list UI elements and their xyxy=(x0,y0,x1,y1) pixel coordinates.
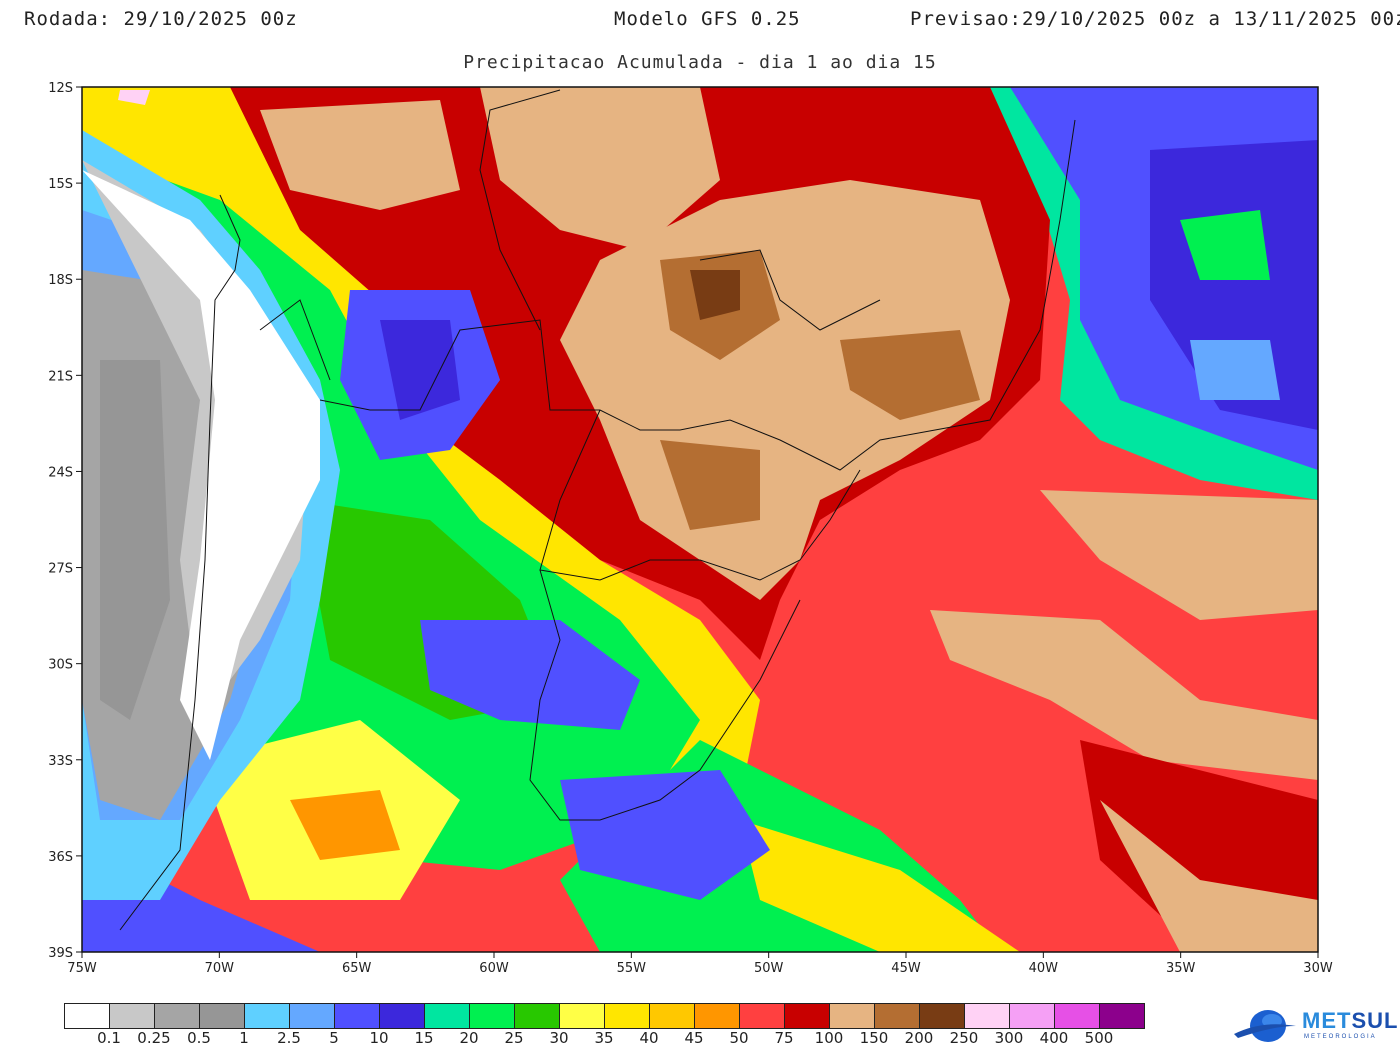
legend-swatch xyxy=(1010,1004,1055,1028)
lon-label: 35W xyxy=(1166,961,1196,976)
legend-label: 40 xyxy=(639,1029,659,1047)
model-name: Modelo GFS 0.25 xyxy=(614,8,801,30)
latitude-axis: 12S 15S 18S 21S 24S 27S 30S 33S 36S 39S xyxy=(48,81,82,961)
lat-label: 24S xyxy=(48,465,73,480)
lon-label: 55W xyxy=(617,961,647,976)
lon-label: 60W xyxy=(479,961,509,976)
legend-swatch xyxy=(335,1004,380,1028)
run-info: Rodada: 29/10/2025 00z xyxy=(24,8,298,30)
lat-label: 30S xyxy=(48,658,73,673)
longitude-axis: 75W 70W 65W 60W 55W 50W 45W 40W 35W 30W xyxy=(67,952,1333,976)
logo-tagline: METEOROLOGIA xyxy=(1304,1034,1377,1040)
legend-swatch xyxy=(155,1004,200,1028)
legend-label: 30 xyxy=(549,1029,569,1047)
color-scale-legend xyxy=(64,1003,1145,1029)
legend-swatch xyxy=(110,1004,155,1028)
legend-swatch xyxy=(875,1004,920,1028)
legend-label: 20 xyxy=(459,1029,479,1047)
legend-label: 300 xyxy=(994,1029,1024,1047)
map-subtitle: Precipitacao Acumulada - dia 1 ao dia 15 xyxy=(463,52,937,73)
legend-swatch xyxy=(830,1004,875,1028)
legend-swatch xyxy=(380,1004,425,1028)
legend-label: 45 xyxy=(684,1029,704,1047)
legend-label: 2.5 xyxy=(277,1029,301,1047)
legend-label: 100 xyxy=(814,1029,844,1047)
lat-label: 33S xyxy=(48,754,73,769)
lat-label: 18S xyxy=(48,273,73,288)
legend-label: 500 xyxy=(1084,1029,1114,1047)
legend-swatch xyxy=(1055,1004,1100,1028)
legend-swatch xyxy=(920,1004,965,1028)
legend-swatch xyxy=(785,1004,830,1028)
map-frame xyxy=(81,86,1319,953)
legend-swatch xyxy=(695,1004,740,1028)
precip-field xyxy=(82,87,1318,952)
legend-label: 150 xyxy=(859,1029,889,1047)
legend-label: 200 xyxy=(904,1029,934,1047)
forecast-info: Previsao:29/10/2025 00z a 13/11/2025 00z xyxy=(910,8,1400,30)
legend-swatch xyxy=(965,1004,1010,1028)
lat-label: 15S xyxy=(48,177,73,192)
legend-label: 5 xyxy=(329,1029,339,1047)
run-label: Rodada: xyxy=(24,8,112,30)
legend-label: 35 xyxy=(594,1029,614,1047)
legend-swatch xyxy=(650,1004,695,1028)
logo-brand-b: SUL xyxy=(1351,1008,1399,1033)
lon-label: 70W xyxy=(205,961,235,976)
legend-swatch xyxy=(1100,1004,1144,1028)
legend-label: 1 xyxy=(239,1029,249,1047)
lat-label: 36S xyxy=(48,850,73,865)
legend-label: 50 xyxy=(729,1029,749,1047)
legend-swatch xyxy=(65,1004,110,1028)
legend-swatch xyxy=(425,1004,470,1028)
lon-label: 75W xyxy=(67,961,97,976)
lat-label: 39S xyxy=(48,946,73,961)
legend-swatch xyxy=(605,1004,650,1028)
precipitation-map: 12S 15S 18S 21S 24S 27S 30S 33S 36S 39S 75W 70W 65W… xyxy=(48,81,1333,976)
legend-swatch xyxy=(515,1004,560,1028)
legend-swatch xyxy=(245,1004,290,1028)
lon-label: 45W xyxy=(891,961,921,976)
legend-swatch xyxy=(290,1004,335,1028)
lon-label: 30W xyxy=(1303,961,1333,976)
legend-label: 0.5 xyxy=(187,1029,211,1047)
lon-label: 50W xyxy=(754,961,784,976)
metsul-logo: METSUL METEOROLOGIA xyxy=(1232,1006,1400,1046)
country-borders xyxy=(119,89,1076,931)
legend-swatch xyxy=(200,1004,245,1028)
legend-label: 0.1 xyxy=(97,1029,121,1047)
lat-label: 21S xyxy=(48,369,73,384)
lon-label: 65W xyxy=(342,961,372,976)
logo-brand-a: MET xyxy=(1302,1008,1352,1033)
legend-label: 250 xyxy=(949,1029,979,1047)
run-value: 29/10/2025 00z xyxy=(123,8,298,30)
forecast-value: 29/10/2025 00z a 13/11/2025 00z xyxy=(1021,8,1400,30)
legend-swatch xyxy=(470,1004,515,1028)
lat-label: 27S xyxy=(48,562,73,577)
legend-label: 15 xyxy=(414,1029,434,1047)
legend-swatch xyxy=(740,1004,785,1028)
legend-label: 10 xyxy=(369,1029,389,1047)
legend-label: 400 xyxy=(1039,1029,1069,1047)
forecast-label: Previsao: xyxy=(910,8,1022,30)
legend-swatch xyxy=(560,1004,605,1028)
globe-icon xyxy=(1234,1010,1296,1042)
legend-label: 75 xyxy=(774,1029,794,1047)
legend-label: 0.25 xyxy=(137,1029,171,1047)
legend-label: 25 xyxy=(504,1029,524,1047)
lat-label: 12S xyxy=(48,81,73,96)
lon-label: 40W xyxy=(1029,961,1059,976)
